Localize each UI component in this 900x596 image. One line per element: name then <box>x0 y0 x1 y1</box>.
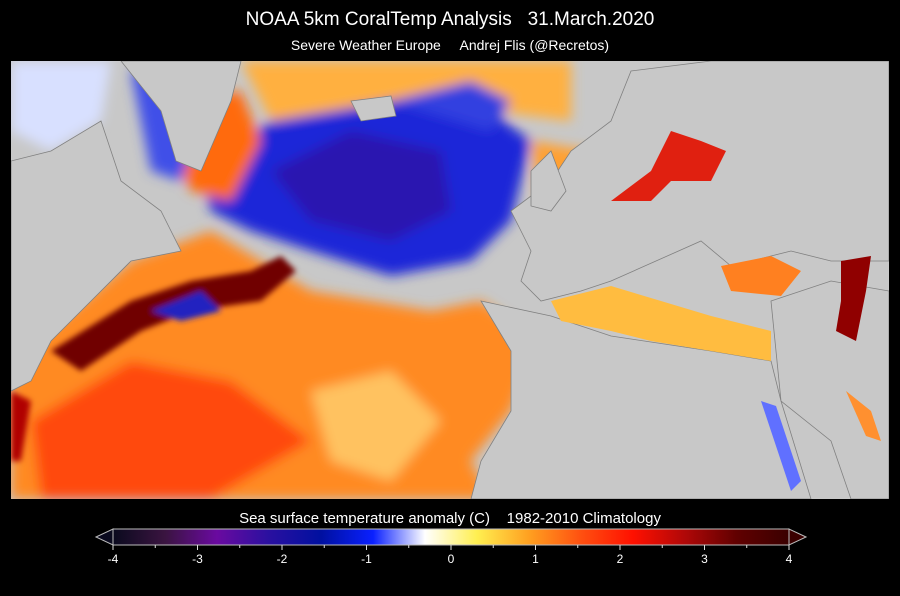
middle-east <box>770 280 889 499</box>
colorbar-tick-label: 1 <box>532 552 539 566</box>
colorbar-tick-label: -2 <box>276 552 288 566</box>
red-sea <box>761 401 801 491</box>
colorbar-tick-label: -1 <box>361 552 372 566</box>
caspian-sea <box>836 256 871 341</box>
colorbar-tick-label: -4 <box>107 552 119 566</box>
colorbar-tick-label: 4 <box>785 552 793 566</box>
hudson-area <box>11 61 111 151</box>
cape-hatteras-warm <box>11 391 31 461</box>
atlantic-white-patches <box>311 371 441 481</box>
colorbar-tick-label: 3 <box>701 552 708 566</box>
gulf-stream-cold-fringe <box>151 291 221 321</box>
map-subtitle: Severe Weather Europe Andrej Flis (@Recr… <box>290 37 610 53</box>
colorbar-gradient <box>112 528 790 546</box>
colorbar-left-arrow <box>94 528 114 546</box>
north-america <box>11 120 182 392</box>
colorbar-right-arrow <box>788 528 808 546</box>
inland-seas <box>551 131 881 491</box>
baltic-sea <box>611 131 726 201</box>
subtropical-atlantic-warm <box>31 361 311 499</box>
black-sea <box>721 256 801 296</box>
sst-anomaly-map <box>11 61 889 499</box>
africa <box>470 300 812 499</box>
iceland <box>350 95 397 122</box>
great-britain <box>530 150 567 212</box>
norwegian-sea-cold <box>391 81 511 131</box>
colorbar-tick-label: -3 <box>192 552 203 566</box>
colorbar-tick-label: 0 <box>447 552 455 566</box>
north-atlantic-cold-core <box>271 131 451 241</box>
map-title: NOAA 5km CoralTemp Analysis 31.March.202… <box>245 9 655 30</box>
colorbar-label: Sea surface temperature anomaly (C) 1982… <box>239 510 661 527</box>
colorbar-tick-label: 2 <box>616 552 624 566</box>
mediterranean-sea <box>551 286 771 361</box>
persian-gulf <box>846 391 881 441</box>
greenland <box>120 61 242 172</box>
